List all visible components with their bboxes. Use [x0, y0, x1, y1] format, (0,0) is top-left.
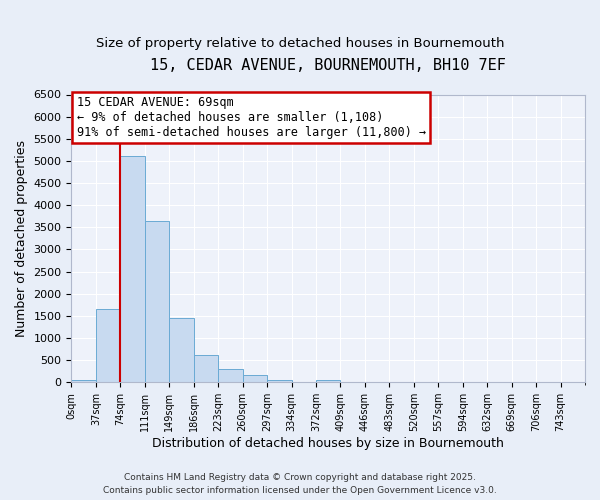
- Text: 15 CEDAR AVENUE: 69sqm
← 9% of detached houses are smaller (1,108)
91% of semi-d: 15 CEDAR AVENUE: 69sqm ← 9% of detached …: [77, 96, 425, 139]
- X-axis label: Distribution of detached houses by size in Bournemouth: Distribution of detached houses by size …: [152, 437, 504, 450]
- Title: 15, CEDAR AVENUE, BOURNEMOUTH, BH10 7EF: 15, CEDAR AVENUE, BOURNEMOUTH, BH10 7EF: [150, 58, 506, 72]
- Bar: [96, 309, 121, 382]
- Text: Size of property relative to detached houses in Bournemouth: Size of property relative to detached ho…: [96, 38, 504, 51]
- Text: Contains HM Land Registry data © Crown copyright and database right 2025.
Contai: Contains HM Land Registry data © Crown c…: [103, 474, 497, 495]
- Bar: [242, 376, 267, 382]
- Bar: [169, 318, 194, 382]
- Bar: [194, 355, 218, 382]
- Y-axis label: Number of detached properties: Number of detached properties: [15, 140, 28, 337]
- Bar: [145, 220, 169, 382]
- Bar: [316, 380, 340, 382]
- Bar: [71, 380, 96, 382]
- Bar: [218, 368, 242, 382]
- Bar: [121, 156, 145, 382]
- Bar: [267, 380, 292, 382]
